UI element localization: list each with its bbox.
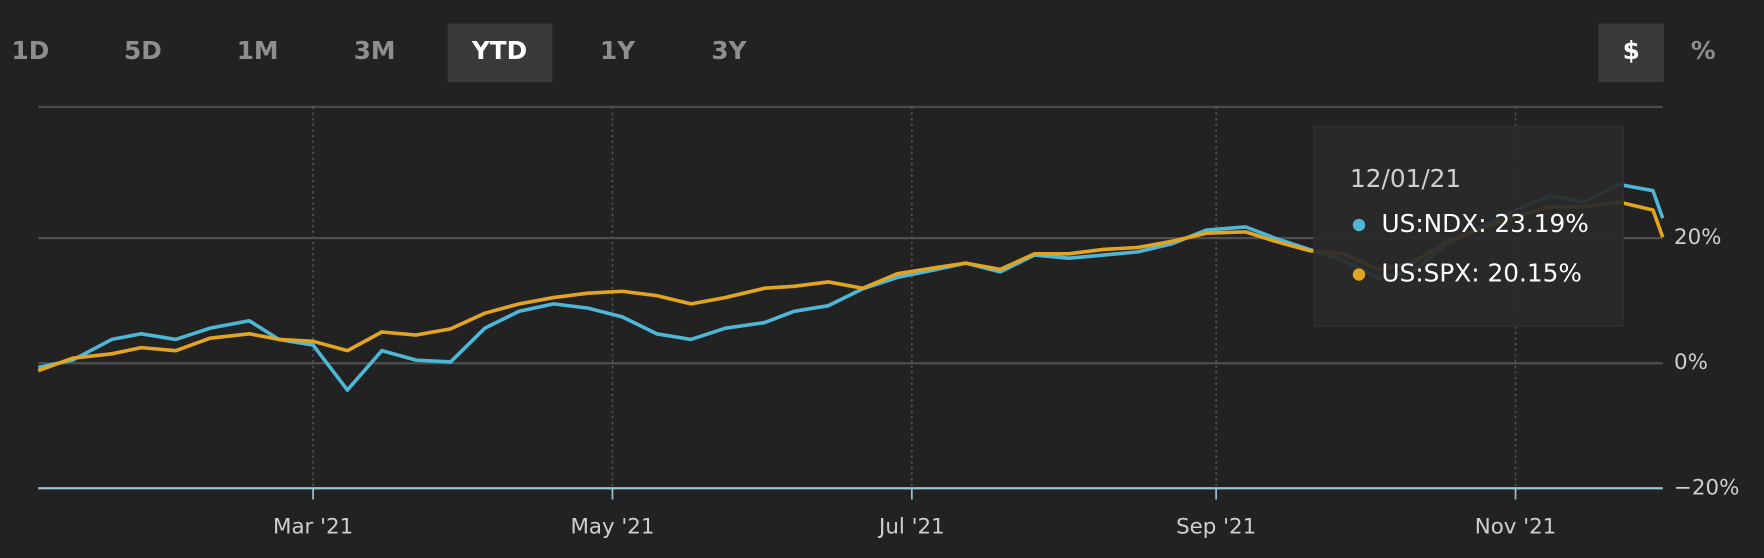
range-button-label: 1M (237, 36, 279, 65)
unit-button[interactable]: % (1691, 36, 1716, 65)
x-tick-label: Nov '21 (1475, 515, 1557, 540)
y-tick-label: 20% (1674, 225, 1721, 250)
x-tick-label: May '21 (570, 515, 654, 540)
range-button[interactable]: 1M (237, 36, 279, 65)
tooltip-item: US:SPX: 20.15% (1382, 259, 1582, 288)
range-button[interactable]: 3M (354, 36, 396, 65)
unit-button[interactable]: $ (1598, 23, 1664, 83)
tooltip-date: 12/01/21 (1350, 164, 1461, 193)
unit-button-label: % (1691, 36, 1716, 65)
range-button-label: 5D (124, 36, 162, 65)
y-tick-label: −20% (1674, 475, 1739, 500)
x-tick-label: Mar '21 (273, 515, 353, 540)
tooltip-box (1313, 125, 1624, 327)
tooltip-item: US:NDX: 23.19% (1382, 209, 1589, 238)
range-button[interactable]: YTD (447, 23, 553, 83)
range-button-bg (447, 23, 553, 83)
unit-button-label: $ (1623, 36, 1640, 65)
range-button-label: 3Y (711, 36, 747, 65)
range-button-label: 3M (354, 36, 396, 65)
unit-button-bg (1598, 23, 1664, 83)
tooltip: 12/01/21 US:NDX: 23.19% US:SPX: 20.15% (1313, 125, 1624, 327)
tooltip-dot (1352, 268, 1366, 281)
range-button-label: 1D (11, 36, 49, 65)
x-tick-label: Sep '21 (1176, 515, 1256, 540)
range-button[interactable]: 5D (124, 36, 162, 65)
range-button[interactable]: 1D (11, 36, 49, 65)
range-button-label: 1Y (600, 36, 636, 65)
y-tick-label: 0% (1674, 350, 1708, 375)
range-button[interactable]: 3Y (711, 36, 747, 65)
range-button-label: YTD (471, 36, 527, 65)
x-tick-label: Jul '21 (877, 515, 945, 540)
range-button[interactable]: 1Y (600, 36, 636, 65)
tooltip-dot (1352, 218, 1366, 232)
